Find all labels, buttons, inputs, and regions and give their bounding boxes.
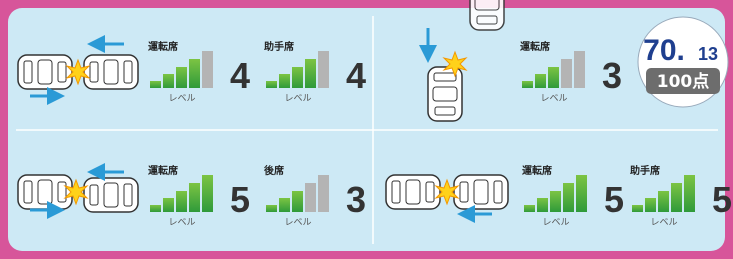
level-bar bbox=[176, 191, 187, 212]
level-bar bbox=[189, 59, 200, 88]
level-number: 3 bbox=[602, 55, 622, 96]
level-bar bbox=[305, 59, 316, 88]
level-bar bbox=[671, 183, 682, 212]
level-unit: レベル bbox=[284, 94, 311, 104]
level-unit: レベル bbox=[650, 218, 677, 228]
level-bar bbox=[292, 191, 303, 212]
level-bar bbox=[266, 81, 277, 88]
score-fraction: 13 bbox=[698, 44, 718, 64]
level-bar bbox=[632, 205, 643, 212]
level-bar bbox=[684, 175, 695, 212]
level-number: 5 bbox=[230, 179, 250, 220]
seat-label: 助手席 bbox=[630, 164, 660, 177]
level-bar bbox=[524, 205, 535, 212]
level-bar bbox=[318, 51, 329, 88]
level-bar bbox=[305, 183, 316, 212]
seat-label: 運転席 bbox=[148, 40, 178, 53]
seat-label: 後席 bbox=[264, 164, 284, 177]
score-total: 100点 bbox=[657, 71, 710, 92]
crash-rating-board: 70. 13 100点 運転席4レベル助手席4レベル運転席3レベル運転席5レベル… bbox=[0, 0, 733, 259]
level-bar bbox=[548, 67, 559, 88]
level-bar bbox=[202, 175, 213, 212]
level-bar bbox=[658, 191, 669, 212]
seat-label: 運転席 bbox=[148, 164, 178, 177]
level-bar bbox=[645, 198, 656, 212]
level-unit: レベル bbox=[168, 218, 195, 228]
level-bar bbox=[318, 175, 329, 212]
level-bar bbox=[176, 67, 187, 88]
level-bar bbox=[535, 74, 546, 88]
level-unit: レベル bbox=[540, 94, 567, 104]
level-bar bbox=[537, 198, 548, 212]
level-bar bbox=[150, 205, 161, 212]
score-badge: 70. 13 100点 bbox=[638, 17, 728, 107]
level-bar bbox=[576, 175, 587, 212]
level-unit: レベル bbox=[284, 218, 311, 228]
level-bar bbox=[561, 59, 572, 88]
level-number: 5 bbox=[604, 179, 624, 220]
level-bar bbox=[266, 205, 277, 212]
level-unit: レベル bbox=[542, 218, 569, 228]
level-bar bbox=[574, 51, 585, 88]
level-bar bbox=[550, 191, 561, 212]
level-bar bbox=[163, 74, 174, 88]
level-bar bbox=[189, 183, 200, 212]
level-bar bbox=[202, 51, 213, 88]
level-number: 5 bbox=[712, 179, 732, 220]
level-bar bbox=[150, 81, 161, 88]
seat-label: 助手席 bbox=[264, 40, 294, 53]
level-number: 4 bbox=[230, 55, 250, 96]
level-bar bbox=[563, 183, 574, 212]
score-main: 70. bbox=[643, 34, 685, 67]
level-bar bbox=[522, 81, 533, 88]
level-bar bbox=[292, 67, 303, 88]
seat-label: 運転席 bbox=[520, 40, 550, 53]
level-bar bbox=[163, 198, 174, 212]
level-unit: レベル bbox=[168, 94, 195, 104]
level-bar bbox=[279, 74, 290, 88]
seat-label: 運転席 bbox=[522, 164, 552, 177]
level-bar bbox=[279, 198, 290, 212]
level-number: 3 bbox=[346, 179, 366, 220]
level-number: 4 bbox=[346, 55, 366, 96]
